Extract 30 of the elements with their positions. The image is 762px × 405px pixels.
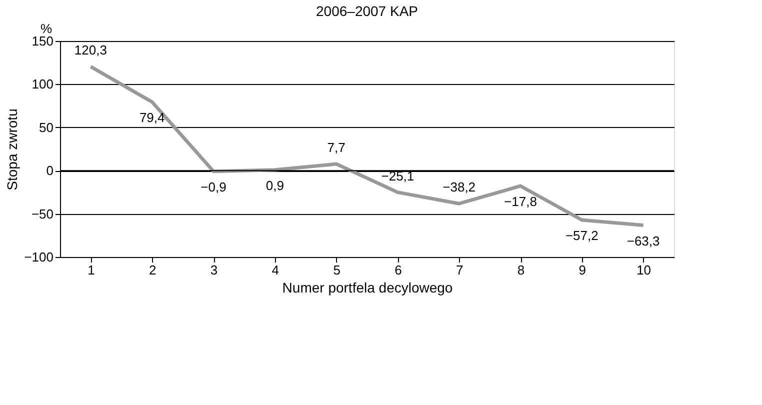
x-axis-title: Numer portfela decylowego <box>282 280 453 296</box>
x-tick-label: 9 <box>578 262 586 278</box>
x-tick-label: 8 <box>517 262 525 278</box>
data-label: 79,4 <box>139 110 165 125</box>
x-tick-label: 7 <box>456 262 464 278</box>
y-tick-label: 0 <box>46 163 54 178</box>
y-tick-label: 150 <box>32 34 54 48</box>
x-tick-label: 5 <box>333 262 340 278</box>
x-tick-label: 2 <box>148 262 156 278</box>
x-tick-label: 6 <box>394 262 402 278</box>
y-tick-label: −100 <box>24 250 54 264</box>
data-label: −63,3 <box>626 233 660 248</box>
x-tick-label: 1 <box>88 262 95 278</box>
text: % <box>40 21 52 36</box>
data-label: 0,9 <box>266 178 284 193</box>
data-label: −17,8 <box>504 194 537 209</box>
data-label: −0,9 <box>200 179 226 194</box>
x-tick-label: 10 <box>636 262 652 278</box>
data-label: 7,7 <box>327 140 346 155</box>
x-tick-label: 4 <box>272 262 280 278</box>
chart-title: 2006–2007 KAP <box>316 3 418 19</box>
y-axis-title: Stopa zwrotu <box>4 108 20 190</box>
data-label: −57,2 <box>565 228 598 244</box>
y-tick-label: 50 <box>39 120 54 135</box>
y-tick-label: 100 <box>32 76 54 92</box>
data-label: 120,3 <box>74 42 107 58</box>
line-series <box>88 64 646 228</box>
x-tick-label: 3 <box>210 262 218 278</box>
data-label: −38,2 <box>442 180 476 195</box>
y-tick-label: −50 <box>31 206 54 222</box>
